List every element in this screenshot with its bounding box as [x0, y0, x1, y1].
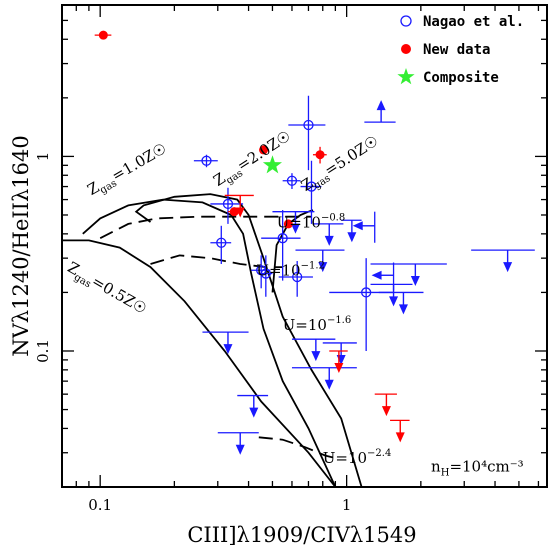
metallicity-curve-2.0: [134, 193, 363, 488]
annotation-8-sub: H: [441, 468, 450, 479]
annotation-2-suffix: =5.0Z☉: [321, 132, 381, 180]
series-0-point-8: [260, 268, 271, 279]
annotation-0: Zgas=1.0Z☉: [84, 139, 171, 201]
ionization-curve-1.2: [150, 254, 283, 268]
series-1-point-4: [283, 219, 293, 229]
series-0-upper-limit-9-head: [311, 351, 321, 362]
x-tick-label-1: 1: [342, 496, 352, 514]
legend-marker-nagao: [400, 15, 412, 27]
series-0-upper-limit-1-head: [324, 235, 334, 246]
series-0-upper-limit-4-head: [410, 275, 420, 286]
annotation-1: Zgas=2.0Z☉: [210, 127, 295, 193]
series-0-point-1: [303, 119, 314, 131]
series-0-upper-limit-12-head: [249, 407, 259, 418]
series-0-lower-limit-0-head: [376, 100, 386, 111]
series-1-upper-limit-3-head: [395, 432, 405, 443]
annotation-3: Zgas=0.5Z☉: [63, 258, 150, 320]
x-tick-label-0.1: 0.1: [88, 496, 112, 514]
legend-label-composite: Composite: [423, 70, 499, 86]
metallicity-curve-0.5: [62, 239, 337, 488]
series-0-point-9: [292, 271, 303, 283]
series-1-upper-limit-1-head: [334, 362, 344, 373]
annotation-0-suffix: =1.0Z☉: [108, 139, 169, 185]
axis-ticks: [61, 4, 547, 488]
ionization-curve-0.8: [99, 215, 312, 240]
series-0-upper-limit-7-head: [398, 304, 408, 315]
data-points: [94, 30, 535, 455]
annotation-3-suffix: =0.5Z☉: [89, 272, 150, 318]
series-1-point-1: [259, 145, 269, 155]
series-0-left-limit-1-head: [371, 270, 382, 280]
series-0-upper-limit-2-head: [347, 232, 357, 243]
legend-marker-composite: [397, 68, 415, 85]
series-2-point-0: [262, 155, 282, 174]
series-0-upper-limit-13-head: [235, 444, 245, 455]
annotation-5: U=10−1.2: [256, 260, 325, 279]
series-0-point-4: [222, 198, 234, 210]
annotation-8: nH=10⁴cm⁻³: [431, 458, 524, 479]
series-0-point-6: [277, 233, 288, 244]
annotation-1-suffix: =2.0Z☉: [234, 127, 294, 175]
legend-label-nagao: Nagao et al.: [423, 14, 524, 30]
annotation-8-suffix: =10⁴cm⁻³: [449, 458, 523, 476]
y-tick-label-0.1: 0.1: [34, 339, 52, 363]
y-axis-title: NVλ1240/HeIIλ1640: [9, 135, 33, 356]
annotation-6: U=10−1.6: [283, 315, 352, 334]
series-0-upper-limit-5-head: [503, 262, 513, 273]
series-0-point-10: [361, 287, 372, 298]
series-0-upper-limit-3-head: [318, 262, 328, 273]
plot-frame: [61, 4, 548, 488]
annotation-8-main: n: [431, 458, 441, 476]
annotation-6-sup: −1.6: [327, 315, 351, 326]
series-0-upper-limit-11-head: [324, 379, 334, 390]
x-axis-title: CIII]λ1909/CIVλ1549: [187, 523, 416, 547]
annotation-7: U=10−2.4: [323, 448, 392, 467]
annotation-4-main: U=10: [277, 214, 321, 232]
legend-label-new-data: New data: [423, 42, 490, 58]
series-1-point-3: [229, 207, 239, 217]
annotation-6-main: U=10: [283, 316, 327, 334]
series-0-upper-limit-0-head: [290, 223, 300, 234]
annotations: Zgas=1.0Z☉ Zgas=2.0Z☉Zgas=5.0Z☉ Zgas=0.5Z☉…: [63, 127, 524, 479]
series-1-point-0: [98, 30, 108, 40]
annotation-5-main: U=10: [256, 261, 300, 279]
annotation-7-sup: −2.4: [367, 448, 391, 459]
y-tick-label-1: 1: [34, 152, 52, 162]
series-1-point-2: [315, 150, 325, 160]
series-0-point-2: [286, 175, 298, 186]
annotation-4-sup: −0.8: [321, 213, 345, 224]
annotation-5-sup: −1.2: [301, 260, 325, 271]
series-0-point-3: [306, 181, 317, 192]
annotation-2: Zgas=5.0Z☉: [298, 132, 383, 198]
legend-marker-new-data: [401, 44, 411, 54]
series-0-left-limit-0-head: [352, 221, 363, 231]
annotation-4: U=10−0.8: [277, 213, 346, 232]
series-0-point-0: [201, 155, 212, 166]
series-1-upper-limit-2-head: [381, 406, 391, 417]
metallicity-curve-1.0: [82, 198, 337, 488]
series-0-upper-limit-6-head: [389, 296, 399, 307]
series-0-upper-limit-8-head: [223, 344, 233, 355]
ionization-curve-2.4: [258, 436, 338, 460]
model-curves: [62, 193, 363, 488]
legend: Nagao et al. New data Composite: [397, 14, 524, 86]
annotation-7-main: U=10: [323, 449, 367, 467]
series-0-point-5: [216, 237, 227, 248]
